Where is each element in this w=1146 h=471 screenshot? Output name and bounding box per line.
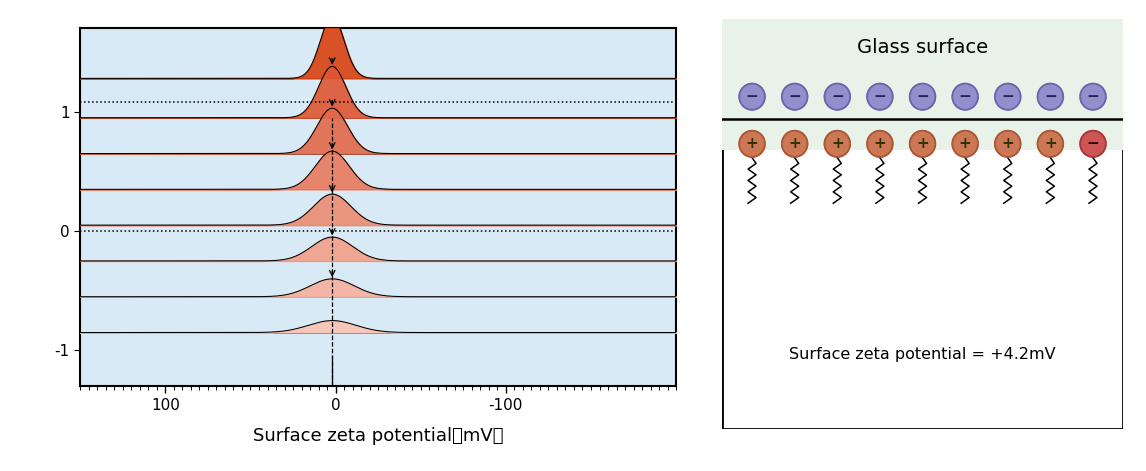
Text: Surface zeta potential = +4.2mV: Surface zeta potential = +4.2mV <box>790 347 1055 362</box>
Circle shape <box>910 131 935 157</box>
Circle shape <box>824 131 850 157</box>
Bar <box>722 19 1123 150</box>
Circle shape <box>1037 131 1063 157</box>
Circle shape <box>1037 83 1063 110</box>
Circle shape <box>782 83 808 110</box>
Circle shape <box>739 131 764 157</box>
Text: +: + <box>1002 136 1014 151</box>
Text: −: − <box>916 89 929 104</box>
Text: −: − <box>1002 89 1014 104</box>
Circle shape <box>824 83 850 110</box>
Circle shape <box>995 131 1021 157</box>
Text: −: − <box>788 89 801 104</box>
Circle shape <box>868 131 893 157</box>
Text: −: − <box>746 89 759 104</box>
Circle shape <box>782 131 808 157</box>
Circle shape <box>995 83 1021 110</box>
Text: +: + <box>788 136 801 151</box>
Text: −: − <box>831 89 843 104</box>
Text: −: − <box>1086 89 1099 104</box>
Text: −: − <box>959 89 972 104</box>
Circle shape <box>739 83 764 110</box>
Circle shape <box>910 83 935 110</box>
Text: +: + <box>959 136 972 151</box>
Text: +: + <box>916 136 929 151</box>
Text: Glass surface: Glass surface <box>857 38 988 57</box>
Circle shape <box>952 83 978 110</box>
Text: +: + <box>746 136 759 151</box>
Circle shape <box>952 131 978 157</box>
Text: +: + <box>873 136 886 151</box>
Text: −: − <box>1086 136 1099 151</box>
Circle shape <box>1081 131 1106 157</box>
X-axis label: Surface zeta potential（mV）: Surface zeta potential（mV） <box>253 427 503 445</box>
Circle shape <box>1081 83 1106 110</box>
Text: −: − <box>1044 89 1057 104</box>
Circle shape <box>868 83 893 110</box>
Text: +: + <box>1044 136 1057 151</box>
Text: −: − <box>873 89 886 104</box>
Text: +: + <box>831 136 843 151</box>
